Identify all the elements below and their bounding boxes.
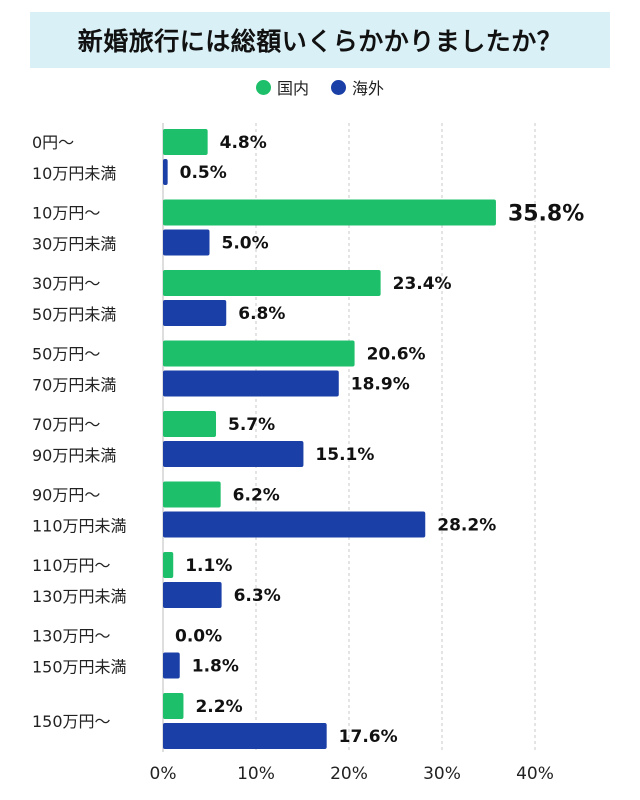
bar-domestic [163, 340, 355, 367]
bar-domestic [163, 270, 381, 296]
data-label-domestic: 4.8% [220, 133, 267, 153]
legend-label-domestic: 国内 [276, 79, 309, 98]
bar-overseas [163, 582, 222, 608]
x-tick-label: 20% [330, 764, 368, 784]
data-label-overseas: 6.3% [234, 586, 281, 606]
category-label: 10万円～ [32, 204, 100, 223]
category-label: 70万円～ [32, 415, 100, 434]
bar-domestic [163, 552, 174, 578]
legend-item-domestic: 国内 [255, 75, 309, 99]
bar-overseas [163, 652, 180, 679]
bar-domestic [163, 693, 184, 719]
chart-title: 新婚旅行には総額いくらかかりましたか？ [77, 27, 563, 56]
x-tick-label: 30% [423, 764, 461, 784]
data-label-overseas: 18.9% [351, 375, 410, 395]
category-label: 50万円～ [32, 345, 100, 364]
category-label: 110万円未満 [32, 517, 127, 536]
category-label: 30万円～ [32, 274, 100, 293]
bar-domestic [163, 481, 221, 508]
data-label-domestic: 1.1% [185, 556, 232, 576]
data-label-domestic: 5.7% [228, 415, 275, 435]
legend-label-overseas: 海外 [352, 79, 385, 98]
category-label: 90万円未満 [32, 446, 116, 465]
category-label: 10万円未満 [32, 164, 116, 183]
data-label-domestic: 6.2% [233, 486, 280, 506]
data-label-domestic: 35.8% [508, 202, 584, 227]
x-tick-label: 0% [150, 764, 177, 784]
data-label-domestic: 0.0% [175, 627, 222, 647]
category-label: 130万円～ [32, 627, 111, 646]
bar-overseas [163, 511, 426, 538]
legend-swatch-overseas [331, 79, 346, 95]
category-label: 90万円～ [32, 486, 100, 505]
data-label-overseas: 28.2% [437, 516, 496, 536]
data-label-overseas: 15.1% [315, 445, 374, 465]
category-label: 110万円～ [32, 556, 111, 575]
legend-swatch-domestic [255, 79, 271, 95]
x-tick-label: 40% [516, 764, 554, 784]
bar-overseas [163, 159, 168, 185]
category-label: 30万円未満 [32, 235, 116, 254]
category-label: 50万円未満 [32, 305, 116, 324]
data-label-overseas: 1.8% [192, 657, 239, 677]
data-label-overseas: 6.8% [238, 304, 285, 324]
data-label-domestic: 2.2% [195, 697, 242, 717]
category-label: 150万円未満 [32, 658, 127, 677]
bar-domestic [163, 199, 496, 226]
category-label: 130万円未満 [32, 587, 127, 606]
category-label: 0円～ [32, 133, 74, 152]
bar-domestic [163, 411, 217, 437]
category-label: 70万円未満 [32, 376, 116, 395]
bar-overseas [163, 723, 327, 749]
data-label-domestic: 20.6% [367, 345, 426, 365]
bar-domestic [163, 129, 208, 155]
legend-item-overseas: 海外 [331, 75, 384, 99]
category-label: 150万円～ [32, 712, 111, 731]
chart-title-banner: 新婚旅行には総額いくらかかりましたか？ [30, 12, 610, 68]
data-label-overseas: 5.0% [222, 234, 269, 254]
bar-overseas [163, 300, 227, 326]
bar-overseas [163, 370, 339, 397]
data-label-overseas: 0.5% [180, 163, 227, 183]
x-tick-label: 10% [237, 764, 275, 784]
chart-legend: 国内 海外 [0, 76, 640, 98]
data-label-overseas: 17.6% [339, 727, 398, 747]
data-label-domestic: 23.4% [393, 274, 452, 294]
bar-overseas [163, 229, 210, 256]
bar-overseas [163, 441, 304, 467]
